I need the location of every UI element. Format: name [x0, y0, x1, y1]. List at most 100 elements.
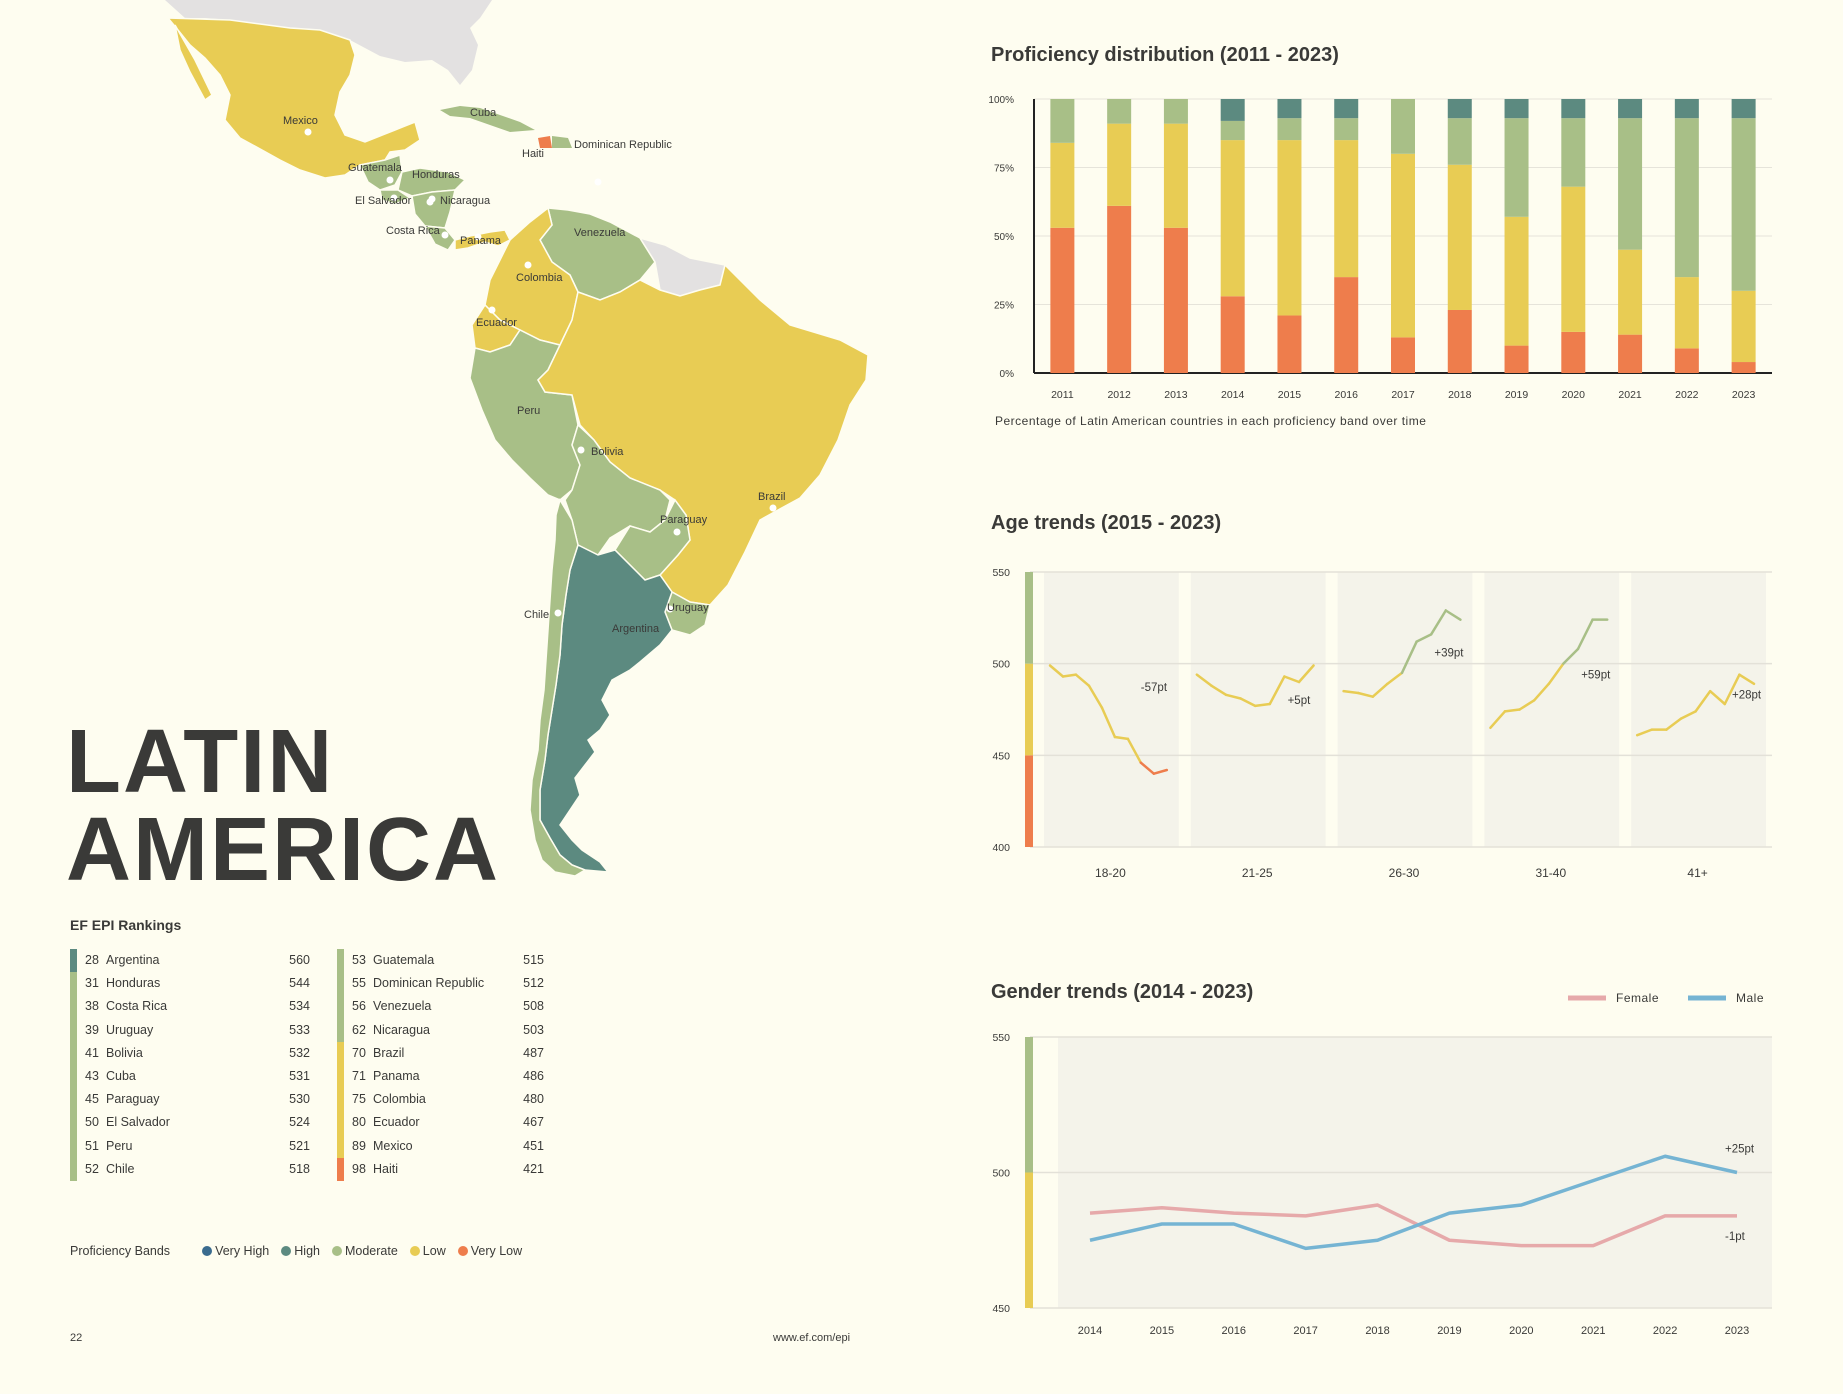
- age-trend-line-segment: [1268, 675, 1286, 706]
- map-label-uruguay: Uruguay: [667, 602, 709, 614]
- ranking-score: 532: [289, 1045, 310, 1060]
- ranking-score: 508: [523, 999, 544, 1014]
- ranking-band-bar: [70, 949, 77, 973]
- age-trend-line-segment: [1429, 609, 1448, 636]
- ranking-band-bar: [70, 1134, 77, 1158]
- page-title-line1: LATIN: [66, 712, 335, 812]
- x-tick-label: 2015: [1278, 389, 1302, 401]
- ranking-band-bar: [70, 1041, 77, 1065]
- ranking-country: Brazil: [373, 1045, 405, 1060]
- ranking-band-bar: [70, 1018, 77, 1042]
- age-trend-line-segment: [1087, 684, 1104, 709]
- legend-item-label: Low: [422, 1244, 446, 1258]
- ranking-row: 62 Nicaragua 503: [337, 1018, 544, 1042]
- ranking-country: Peru: [106, 1138, 133, 1153]
- legend-dot: [457, 1246, 468, 1256]
- map-label-dominican-republic: Dominican Republic: [574, 139, 672, 151]
- age-trend-line-segment: [1679, 710, 1697, 720]
- x-tick-label: 2022: [1653, 1325, 1677, 1337]
- page-number: 22: [70, 1332, 83, 1344]
- ranking-row: 39 Uruguay 533: [70, 1018, 310, 1042]
- map-label-panama: Panama: [460, 235, 502, 247]
- bar-segment-low: [1050, 142, 1075, 228]
- ranking-score: 451: [523, 1138, 544, 1153]
- x-tick-label: 2013: [1164, 389, 1188, 401]
- group-label: 41+: [1687, 866, 1707, 880]
- bar-segment-low: [1447, 164, 1472, 310]
- bar-segment-moderate: [1447, 118, 1472, 165]
- bar-segment-low: [1618, 249, 1643, 335]
- map-country-costa-rica: [423, 225, 456, 251]
- band-strip-moderate: [1025, 572, 1033, 664]
- bar-segment-high: [1334, 99, 1359, 119]
- ranking-rank: 55: [352, 976, 366, 991]
- map-label-colombia: Colombia: [516, 272, 563, 284]
- ranking-score: 544: [289, 976, 310, 991]
- age-trend-line-segment: [1444, 609, 1462, 621]
- age-trend-line-segment: [1576, 618, 1594, 651]
- map-country-panama: [454, 229, 512, 251]
- ranking-country: Ecuador: [373, 1115, 420, 1130]
- chart-gender-trends: 450 500 550 2014 2015 2016 2017 2018 2019 2020 202…: [992, 991, 1772, 1337]
- ranking-band-bar: [70, 1157, 77, 1181]
- ranking-row: 43 Cuba 531: [70, 1064, 310, 1089]
- ranking-country: Venezuela: [373, 999, 432, 1014]
- bar-segment-very-low: [1504, 345, 1529, 373]
- bar-segment-high: [1504, 99, 1529, 119]
- ranking-row: 70 Brazil 487: [337, 1041, 544, 1065]
- ranking-country: Guatemala: [373, 953, 435, 967]
- age-trend-line-segment: [1665, 717, 1683, 731]
- age-trend-line-segment: [1723, 673, 1741, 706]
- age-trend-line-segment: [1708, 689, 1727, 706]
- ranking-band-bar: [337, 1018, 344, 1042]
- map-country-bolivia: [564, 423, 671, 556]
- bar-segment-low: [1277, 140, 1302, 316]
- bar-segment-moderate: [1731, 118, 1756, 291]
- age-trend-line-segment: [1342, 689, 1360, 695]
- ranking-band-bar: [337, 1111, 344, 1135]
- ranking-score: 486: [523, 1068, 544, 1083]
- age-trend-line-segment: [1532, 682, 1551, 702]
- age-trend-line-segment: [1738, 673, 1756, 686]
- ranking-score: 524: [289, 1115, 310, 1130]
- ranking-rank: 75: [352, 1092, 366, 1107]
- ranking-row: 50 El Salvador 524: [70, 1111, 310, 1135]
- ranking-band-bar: [337, 1157, 344, 1181]
- bar-segment-low: [1163, 123, 1188, 228]
- ranking-band-bar: [337, 1064, 344, 1089]
- group-panel: [1337, 572, 1473, 847]
- ranking-country: Haiti: [373, 1161, 399, 1176]
- map-label-paraguay: Paraguay: [660, 514, 708, 526]
- bar-segment-moderate: [1277, 118, 1302, 141]
- bar-segment-very-low: [1447, 309, 1472, 373]
- y-tick-label: 100%: [988, 95, 1014, 106]
- bar-segment-low: [1334, 140, 1359, 278]
- ranking-score: 487: [523, 1045, 544, 1060]
- bar-segment-moderate: [1107, 99, 1132, 124]
- ranking-band-bar: [70, 1064, 77, 1089]
- map-label-chile: Chile: [524, 609, 549, 621]
- y-tick-label: 25%: [994, 301, 1014, 312]
- map-city-dots: [304, 128, 777, 617]
- bar-segment-low: [1107, 123, 1132, 206]
- legend-dot: [281, 1246, 292, 1256]
- legend-item: Very Low: [457, 1244, 522, 1258]
- group-label: 18-20: [1095, 866, 1126, 880]
- ranking-score: 534: [289, 999, 310, 1014]
- legend-label-female: Female: [1616, 991, 1659, 1005]
- age-trend-line-segment: [1489, 710, 1507, 730]
- bar-segment-moderate: [1220, 120, 1245, 141]
- ranking-row: 53 Guatemala 515: [337, 949, 544, 973]
- group-label: 21-25: [1242, 866, 1273, 880]
- y-tick-label: 450: [992, 750, 1010, 762]
- age-change-label: +39pt: [1434, 647, 1464, 659]
- group-label: 26-30: [1389, 866, 1420, 880]
- ranking-rank: 80: [352, 1115, 366, 1130]
- group-panel: [1484, 572, 1620, 847]
- ranking-rank: 52: [85, 1161, 99, 1176]
- legend-dot: [331, 1246, 342, 1256]
- bar-segment-moderate: [1334, 118, 1359, 141]
- gender-change-label-male: +25pt: [1725, 1144, 1755, 1156]
- ranking-country: Mexico: [373, 1138, 413, 1153]
- map-label-honduras: Honduras: [412, 169, 460, 181]
